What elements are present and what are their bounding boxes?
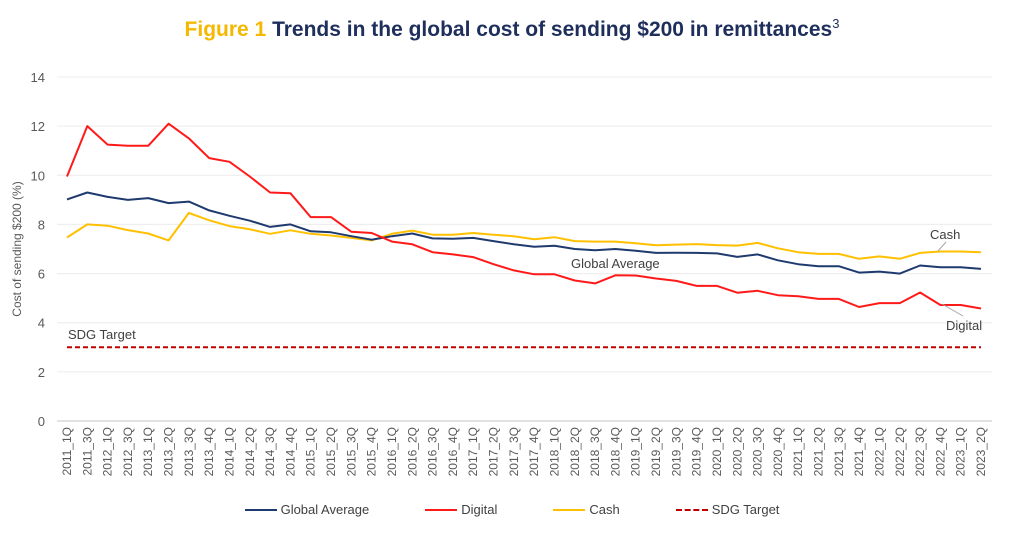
cash-leader-line — [937, 241, 947, 252]
x-tick-label: 2015_2Q — [324, 427, 338, 476]
legend: Global Average Digital Cash SDG Target — [0, 502, 1024, 517]
series-line-cash — [66, 211, 982, 260]
x-tick-label: 2013_1Q — [141, 427, 155, 476]
y-axis-ticks: 0 2 4 6 8 10 12 14 — [31, 70, 45, 429]
legend-label: Global Average — [280, 502, 370, 517]
y-tick-label: 10 — [31, 168, 45, 183]
x-axis-ticks: 2011_1Q 2011_3Q 2012_1Q 2012_3Q 2013_1Q 2013_… — [60, 427, 988, 476]
series-line-global-average — [66, 191, 982, 275]
y-tick-label: 4 — [38, 316, 45, 331]
x-tick-label: 2015_3Q — [344, 427, 358, 476]
x-tick-label: 2020_4Q — [771, 427, 785, 476]
x-tick-label: 2016_3Q — [426, 427, 440, 476]
x-tick-label: 2014_2Q — [243, 427, 257, 476]
legend-item-cash: Cash — [553, 502, 620, 517]
x-tick-label: 2019_1Q — [629, 427, 643, 476]
x-tick-label: 2018_2Q — [568, 427, 582, 476]
x-tick-label: 2021_4Q — [852, 427, 866, 476]
x-tick-label: 2022_1Q — [872, 427, 886, 476]
x-tick-label: 2013_2Q — [162, 427, 176, 476]
series-line-digital — [66, 122, 982, 310]
x-tick-label: 2021_3Q — [832, 427, 846, 476]
x-tick-label: 2022_2Q — [893, 427, 907, 476]
x-tick-label: 2016_4Q — [446, 427, 460, 476]
x-tick-label: 2012_3Q — [121, 427, 135, 476]
annotation-global-average: Global Average — [571, 256, 660, 271]
legend-label: SDG Target — [711, 502, 780, 517]
y-tick-label: 0 — [38, 414, 45, 429]
x-tick-label: 2023_2Q — [974, 427, 988, 476]
x-tick-label: 2014_4Q — [283, 427, 297, 476]
legend-item-sdg-target: SDG Target — [675, 502, 780, 517]
legend-item-global-average: Global Average — [244, 502, 370, 517]
annotation-cash: Cash — [930, 227, 960, 242]
x-tick-label: 2013_3Q — [182, 427, 196, 476]
annotation-sdg-target: SDG Target — [68, 327, 136, 342]
x-tick-label: 2020_3Q — [751, 427, 765, 476]
gridlines — [57, 76, 992, 422]
y-tick-label: 8 — [38, 217, 45, 232]
x-tick-label: 2015_4Q — [365, 427, 379, 476]
y-tick-label: 12 — [31, 119, 45, 134]
annotations: SDG Target Global Average Cash Digital — [68, 227, 982, 342]
y-tick-label: 6 — [38, 267, 45, 282]
title-footnote: 3 — [832, 16, 840, 31]
x-tick-label: 2018_1Q — [547, 427, 561, 476]
legend-swatch — [244, 508, 277, 511]
legend-swatch — [425, 508, 458, 511]
x-tick-label: 2019_2Q — [649, 427, 663, 476]
x-tick-label: 2011_1Q — [60, 427, 74, 476]
x-tick-label: 2017_3Q — [507, 427, 521, 476]
title-text: Trends in the global cost of sending $20… — [272, 18, 833, 41]
legend-label: Digital — [461, 502, 498, 517]
x-tick-label: 2021_1Q — [791, 427, 805, 476]
digital-leader-line — [941, 303, 964, 317]
legend-swatch — [553, 508, 586, 511]
x-tick-label: 2023_1Q — [954, 427, 968, 476]
x-tick-label: 2011_3Q — [80, 427, 94, 476]
x-tick-label: 2018_4Q — [608, 427, 622, 476]
x-tick-label: 2017_1Q — [466, 427, 480, 476]
y-tick-label: 2 — [38, 365, 45, 380]
chart-title: Figure 1 Trends in the global cost of se… — [0, 16, 1024, 42]
x-tick-label: 2019_4Q — [690, 427, 704, 476]
x-tick-label: 2016_1Q — [385, 427, 399, 476]
x-tick-label: 2019_3Q — [669, 427, 683, 476]
x-tick-label: 2017_4Q — [527, 427, 541, 476]
x-tick-label: 2020_2Q — [730, 427, 744, 476]
series-lines — [66, 122, 982, 349]
annotation-digital: Digital — [946, 318, 982, 333]
y-tick-label: 14 — [31, 70, 45, 85]
x-tick-label: 2021_2Q — [812, 427, 826, 476]
x-tick-label: 2020_1Q — [710, 427, 724, 476]
x-tick-label: 2014_1Q — [222, 427, 236, 476]
x-tick-label: 2016_2Q — [405, 427, 419, 476]
legend-swatch — [675, 508, 708, 511]
figure-number: Figure 1 — [184, 18, 267, 41]
legend-item-digital: Digital — [425, 502, 497, 517]
x-tick-label: 2012_1Q — [101, 427, 115, 476]
x-tick-label: 2014_3Q — [263, 427, 277, 476]
x-tick-label: 2013_4Q — [202, 427, 216, 476]
x-tick-label: 2022_4Q — [933, 427, 947, 476]
x-tick-label: 2015_1Q — [304, 427, 318, 476]
y-axis-label: Cost of sending $200 (%) — [10, 181, 24, 316]
x-tick-label: 2022_3Q — [913, 427, 927, 476]
legend-label: Cash — [589, 502, 620, 517]
x-tick-label: 2017_2Q — [487, 427, 501, 476]
x-tick-label: 2018_3Q — [588, 427, 602, 476]
